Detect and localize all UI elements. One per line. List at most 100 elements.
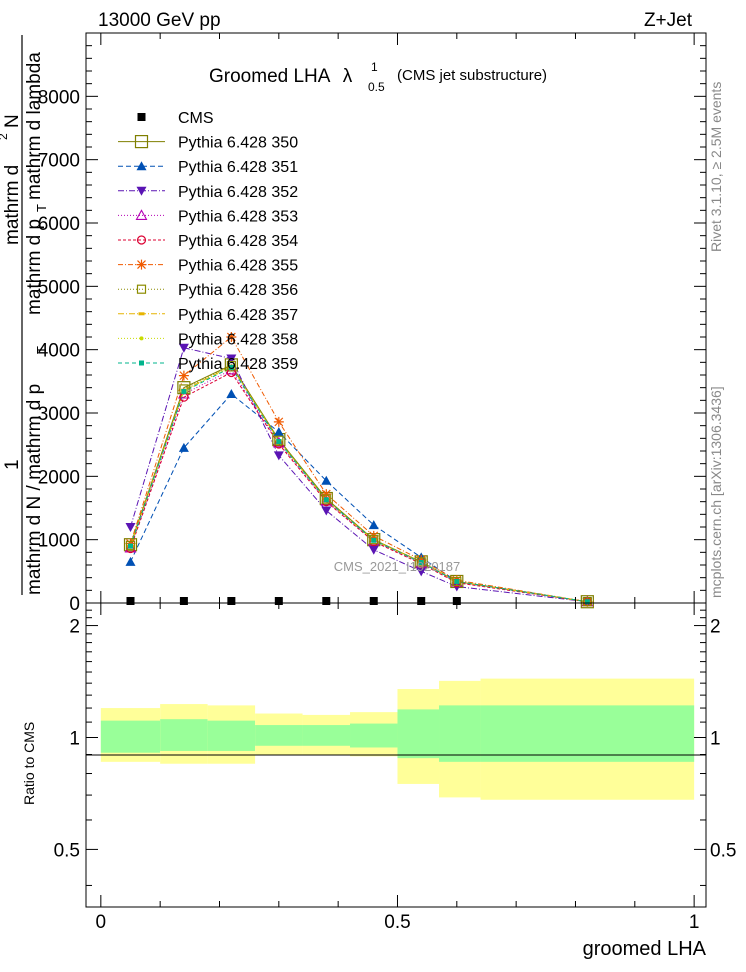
main-series-markers xyxy=(123,332,594,609)
legend-label: Pythia 6.428 358 xyxy=(178,331,298,348)
y-tick-label: 5000 xyxy=(38,277,80,298)
rivet-version-label: Rivet 3.1.10, ≥ 2.5M events xyxy=(708,82,724,252)
data-point-pythia-6-428-355 xyxy=(125,538,136,549)
y-label-numerator-sup: 2 xyxy=(0,133,10,140)
y-label-numerator-dp-sub: T xyxy=(34,204,49,212)
y-tick-label: 8000 xyxy=(38,87,80,108)
data-point-pythia-6-428-352 xyxy=(125,523,136,532)
data-point-pythia-6-428-355 xyxy=(273,416,284,427)
data-point-pythia-6-428-352 xyxy=(273,451,284,461)
data-point-pythia-6-428-359 xyxy=(454,578,460,584)
data-point-pythia-6-428-355 xyxy=(416,554,427,565)
ratio-inner-band xyxy=(100,720,161,753)
chart-title-main: Groomed LHA xyxy=(209,66,331,87)
ratio-tick-label-right: 0.5 xyxy=(710,840,736,861)
legend-label: Pythia 6.428 354 xyxy=(178,233,298,250)
data-point-cms xyxy=(369,597,378,605)
y-tick-label: 7000 xyxy=(38,151,80,172)
data-point-pythia-6-428-351 xyxy=(226,389,237,398)
data-point-pythia-6-428-351 xyxy=(178,442,189,452)
y-tick-label: 0 xyxy=(69,594,80,615)
data-point-cms xyxy=(179,597,188,605)
legend-label: Pythia 6.428 352 xyxy=(178,184,298,201)
data-point-pythia-6-428-352 xyxy=(416,567,427,577)
data-point-cms xyxy=(126,597,135,605)
chart-title-note: (CMS jet substructure) xyxy=(397,67,547,84)
x-tick-label: 0.5 xyxy=(384,912,410,933)
y-label-numerator-d: mathrm d xyxy=(2,165,23,245)
data-point-pythia-6-428-359 xyxy=(228,364,234,370)
legend-marker xyxy=(139,360,144,366)
legend-label: Pythia 6.428 356 xyxy=(178,282,298,299)
legend-label: CMS xyxy=(178,110,214,127)
data-point-pythia-6-428-351 xyxy=(321,475,332,485)
analysis-watermark: CMS_2021_I1920187 xyxy=(334,559,461,574)
x-axis-label: groomed LHA xyxy=(583,938,707,960)
y-tick-label: 2000 xyxy=(38,467,80,488)
ratio-tick-label: 1 xyxy=(69,728,80,749)
header-left: 13000 GeV pp xyxy=(98,10,221,31)
data-point-pythia-6-428-356 xyxy=(369,535,379,545)
ratio-inner-band xyxy=(207,720,256,751)
y-label-numerator-n: N xyxy=(2,114,23,128)
legend-marker xyxy=(136,161,147,171)
data-point-pythia-6-428-359 xyxy=(584,599,590,605)
data-point-pythia-6-428-355 xyxy=(321,489,332,500)
ratio-inner-band xyxy=(480,705,695,762)
ratio-inner-band xyxy=(439,705,481,762)
legend-label: Pythia 6.428 351 xyxy=(178,159,298,176)
y-label-denominator-sub: T xyxy=(34,346,49,354)
ratio-tick-label-right: 2 xyxy=(710,617,721,638)
data-point-pythia-6-428-356 xyxy=(582,597,592,607)
axis-tick-labels: 0 0.5 1 0 1000 2000 3000 4000 5000 6000 7000 8000 0.… xyxy=(38,87,737,933)
chart-title-sup: 1 xyxy=(371,60,378,74)
data-point-pythia-6-428-352 xyxy=(321,506,332,516)
data-point-cms xyxy=(322,597,331,605)
data-point-pythia-6-428-356 xyxy=(416,557,426,567)
ratio-inner-band xyxy=(160,719,208,751)
y-label-numerator-dlambda: mathrm d lambda xyxy=(24,52,45,200)
series-line-pythia-6-428-354 xyxy=(130,371,588,603)
ratio-inner-band xyxy=(255,725,303,746)
data-point-pythia-6-428-356 xyxy=(452,576,462,587)
data-point-pythia-6-428-359 xyxy=(276,439,282,444)
y-tick-label: 4000 xyxy=(38,341,80,362)
legend-marker xyxy=(136,186,147,196)
chart-title-sub: 0.5 xyxy=(368,80,385,94)
data-point-pythia-6-428-352 xyxy=(368,545,379,555)
data-point-pythia-6-428-356 xyxy=(321,494,331,504)
ratio-tick-label: 2 xyxy=(69,617,80,638)
data-point-pythia-6-428-359 xyxy=(181,388,187,394)
legend-label: Pythia 6.428 353 xyxy=(178,208,298,225)
legend-label: Pythia 6.428 357 xyxy=(178,307,298,324)
legend-marker xyxy=(136,235,147,245)
legend-label: Pythia 6.428 350 xyxy=(178,135,298,152)
legend-marker xyxy=(137,113,146,121)
legend-marker xyxy=(136,284,147,294)
data-point-pythia-6-428-355 xyxy=(226,332,237,342)
data-point-pythia-6-428-351 xyxy=(273,427,284,436)
data-point-pythia-6-428-352 xyxy=(178,343,189,353)
data-point-pythia-6-428-351 xyxy=(368,520,379,530)
legend: CMS Pythia 6.428 350 Pythia 6.428 351 Pythi… xyxy=(118,110,298,373)
ratio-inner-band xyxy=(350,723,398,748)
data-point-cms xyxy=(227,597,236,605)
y-tick-label: 3000 xyxy=(38,404,80,425)
legend-label: Pythia 6.428 359 xyxy=(178,356,298,373)
legend-marker xyxy=(134,135,149,149)
mcplots-label: mcplots.cern.ch [arXiv:1306.3436] xyxy=(708,386,724,598)
data-point-pythia-6-428-359 xyxy=(323,497,329,503)
x-tick-label: 1 xyxy=(689,912,700,933)
ratio-inner-band xyxy=(397,709,440,759)
legend-marker xyxy=(135,209,148,220)
legend-marker xyxy=(136,259,147,270)
legend-label: Pythia 6.428 355 xyxy=(178,258,298,275)
series-line-pythia-6-428-352 xyxy=(130,347,588,603)
data-point-pythia-6-428-356 xyxy=(125,540,136,550)
y-label-numerator-dp: mathrm d p xyxy=(24,219,45,315)
data-point-pythia-6-428-359 xyxy=(371,537,377,543)
ratio-tick-label: 0.5 xyxy=(54,840,80,861)
y-label-one: 1 xyxy=(2,459,23,470)
ratio-inner-band xyxy=(302,725,351,746)
